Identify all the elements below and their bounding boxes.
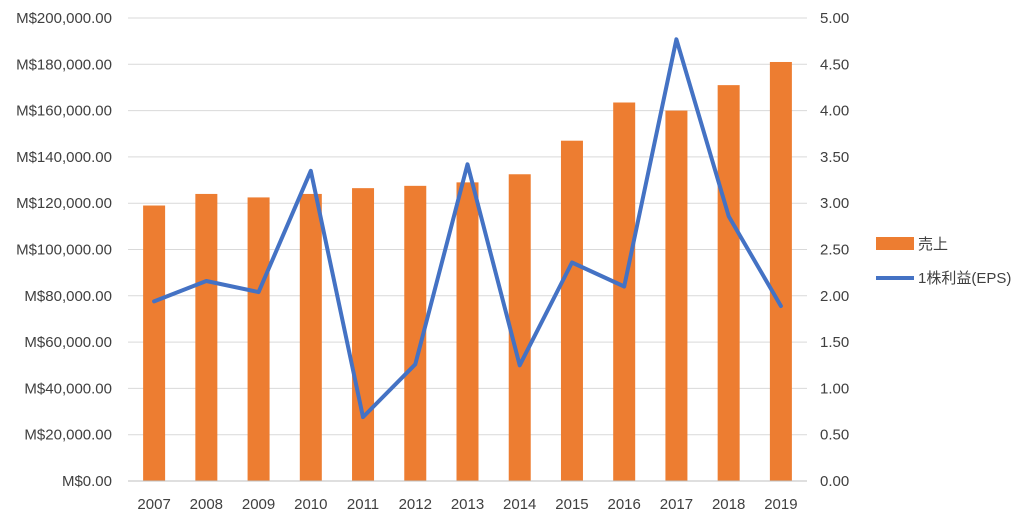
x-tick-label: 2017 [660, 496, 693, 513]
y2-tick-label: 4.50 [820, 56, 849, 73]
x-tick-label: 2011 [347, 496, 379, 513]
x-tick-label: 2016 [608, 496, 641, 513]
legend: 売上 1株利益(EPS) [876, 236, 1011, 287]
legend-label-eps: 1株利益(EPS) [918, 270, 1011, 287]
bar-2008 [195, 194, 217, 481]
y2-tick-label: 2.50 [820, 242, 849, 259]
y2-tick-label: 3.50 [820, 149, 849, 166]
y-tick-label: M$60,000.00 [24, 334, 112, 351]
x-tick-label: 2019 [764, 496, 797, 513]
y2-tick-label: 0.50 [820, 427, 849, 444]
y2-tick-label: 5.00 [820, 10, 849, 27]
y2-tick-label: 0.00 [820, 473, 849, 490]
y-tick-label: M$80,000.00 [24, 288, 112, 305]
y-tick-label: M$20,000.00 [24, 427, 112, 444]
y2-tick-label: 3.00 [820, 195, 849, 212]
bar-2019 [770, 62, 792, 481]
bar-2018 [718, 85, 740, 481]
y-tick-label: M$200,000.00 [16, 10, 112, 27]
x-tick-label: 2009 [242, 496, 275, 513]
y-axis-ticks: M$0.00 M$20,000.00 M$40,000.00 M$60,000.00 M… [16, 10, 112, 490]
y-tick-label: M$140,000.00 [16, 149, 112, 166]
x-tick-label: 2010 [294, 496, 327, 513]
bar-2014 [509, 174, 531, 481]
bar-2011 [352, 188, 374, 481]
bar-series [143, 62, 792, 481]
bar-2017 [665, 111, 687, 481]
legend-swatch-sales [876, 237, 914, 250]
x-tick-label: 2007 [137, 496, 170, 513]
bar-2013 [457, 182, 479, 481]
x-tick-label: 2008 [190, 496, 223, 513]
x-tick-label: 2014 [503, 496, 536, 513]
y-tick-label: M$120,000.00 [16, 195, 112, 212]
x-tick-label: 2013 [451, 496, 484, 513]
x-axis-ticks: 2007 2008 2009 2010 2011 2012 2013 2014 2015 2016… [137, 496, 797, 513]
y2-tick-label: 1.00 [820, 380, 849, 397]
x-tick-label: 2012 [399, 496, 432, 513]
y2-tick-label: 2.00 [820, 288, 849, 305]
y-tick-label: M$40,000.00 [24, 380, 112, 397]
y2-tick-label: 1.50 [820, 334, 849, 351]
bar-2009 [248, 197, 270, 481]
y2-tick-label: 4.00 [820, 103, 849, 120]
y-tick-label: M$180,000.00 [16, 56, 112, 73]
bar-2010 [300, 194, 322, 481]
y-tick-label: M$100,000.00 [16, 242, 112, 259]
y-tick-label: M$160,000.00 [16, 103, 112, 120]
y2-axis-ticks: 0.00 0.50 1.00 1.50 2.00 2.50 3.00 3.50 4.00 4.50… [820, 10, 849, 490]
x-tick-label: 2015 [555, 496, 588, 513]
y-tick-label: M$0.00 [62, 473, 112, 490]
bar-2016 [613, 102, 635, 481]
bar-2015 [561, 141, 583, 481]
legend-label-sales: 売上 [918, 236, 948, 253]
x-tick-label: 2018 [712, 496, 745, 513]
bar-2007 [143, 206, 165, 481]
